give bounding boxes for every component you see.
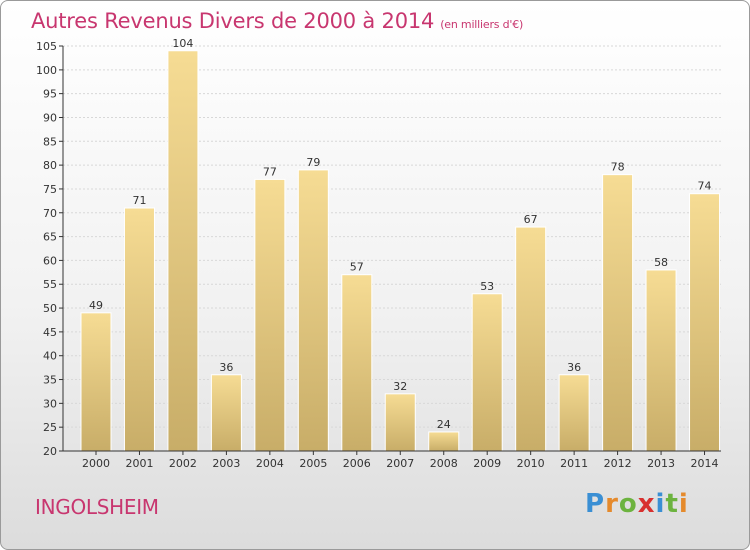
x-tick-label: 2012 xyxy=(604,457,632,470)
data-label-2014: 74 xyxy=(698,180,712,193)
bar-2002 xyxy=(167,50,199,452)
data-label-2007: 32 xyxy=(393,380,407,393)
bar-2007 xyxy=(384,393,416,452)
data-label-2003: 36 xyxy=(219,361,233,374)
axes xyxy=(59,45,721,455)
y-tick-label: 100 xyxy=(36,64,57,77)
y-tick-label: 25 xyxy=(43,421,57,434)
x-tick-label: 2013 xyxy=(647,457,675,470)
y-tick-label: 30 xyxy=(43,397,57,410)
y-tick-label: 60 xyxy=(43,254,57,267)
y-tick-label: 55 xyxy=(43,278,57,291)
data-label-2009: 53 xyxy=(480,280,494,293)
bar-2010 xyxy=(515,226,547,452)
logo-letter: x xyxy=(637,489,656,519)
bar-2009 xyxy=(471,293,503,452)
y-tick-label: 90 xyxy=(43,111,57,124)
y-tick-label: 105 xyxy=(36,40,57,53)
bar-2006 xyxy=(341,274,373,452)
bar-2003 xyxy=(210,374,242,452)
bar-2001 xyxy=(123,207,155,452)
bar-2011 xyxy=(558,374,590,452)
y-tick-label: 40 xyxy=(43,350,57,363)
logo-letter: P xyxy=(585,489,606,519)
bar-2008 xyxy=(428,431,460,452)
x-tick-label: 2009 xyxy=(473,457,501,470)
bar-2014 xyxy=(689,193,721,452)
y-tick-label: 35 xyxy=(43,374,57,387)
data-label-2011: 36 xyxy=(567,361,581,374)
x-tick-label: 2010 xyxy=(517,457,545,470)
data-label-2000: 49 xyxy=(89,299,103,312)
chart-title: Autres Revenus Divers de 2000 à 2014 (en … xyxy=(31,9,523,33)
data-label-2010: 67 xyxy=(524,213,538,226)
bar-2012 xyxy=(602,174,634,452)
data-label-2004: 77 xyxy=(263,165,277,178)
x-tick-label: 2011 xyxy=(560,457,588,470)
town-name: INGOLSHEIM xyxy=(35,495,159,519)
y-tick-label: 85 xyxy=(43,135,57,148)
data-label-2008: 24 xyxy=(437,418,451,431)
x-tick-label: 2014 xyxy=(691,457,719,470)
x-tick-label: 2003 xyxy=(212,457,240,470)
bar-2013 xyxy=(645,269,677,452)
y-tick-label: 45 xyxy=(43,326,57,339)
y-tick-label: 65 xyxy=(43,231,57,244)
bars xyxy=(80,50,721,452)
logo-letter: i xyxy=(655,489,666,519)
data-label-2001: 71 xyxy=(132,194,146,207)
y-tick-label: 20 xyxy=(43,445,57,458)
proxiti-logo: Proxiti xyxy=(585,489,689,519)
bar-2000 xyxy=(80,312,112,452)
y-tick-label: 75 xyxy=(43,183,57,196)
chart-title-text: Autres Revenus Divers de 2000 à 2014 xyxy=(31,9,435,33)
x-tick-label: 2008 xyxy=(430,457,458,470)
x-tick-label: 2002 xyxy=(169,457,197,470)
logo-letter: i xyxy=(678,489,689,519)
chart-unit: (en milliers d'€) xyxy=(440,18,524,31)
data-label-2002: 104 xyxy=(172,37,193,50)
x-tick-label: 2007 xyxy=(386,457,414,470)
x-tick-label: 2006 xyxy=(343,457,371,470)
logo-letter: o xyxy=(618,489,638,519)
bar-2004 xyxy=(254,178,286,452)
x-tick-label: 2005 xyxy=(299,457,327,470)
labels: 20 25 30 35 40 45 50 55 60 65 70 75 80 85 90 95 100 105 49… xyxy=(36,37,719,470)
data-label-2005: 79 xyxy=(306,156,320,169)
logo-letter: t xyxy=(665,489,679,519)
x-tick-label: 2001 xyxy=(125,457,153,470)
x-tick-label: 2004 xyxy=(256,457,284,470)
bar-2005 xyxy=(297,169,329,452)
logo-letter: r xyxy=(605,489,619,519)
data-label-2006: 57 xyxy=(350,261,364,274)
y-tick-label: 50 xyxy=(43,302,57,315)
y-tick-label: 80 xyxy=(43,159,57,172)
data-label-2013: 58 xyxy=(654,256,668,269)
data-label-2012: 78 xyxy=(611,161,625,174)
y-tick-label: 70 xyxy=(43,207,57,220)
x-tick-label: 2000 xyxy=(82,457,110,470)
y-tick-label: 95 xyxy=(43,88,57,101)
